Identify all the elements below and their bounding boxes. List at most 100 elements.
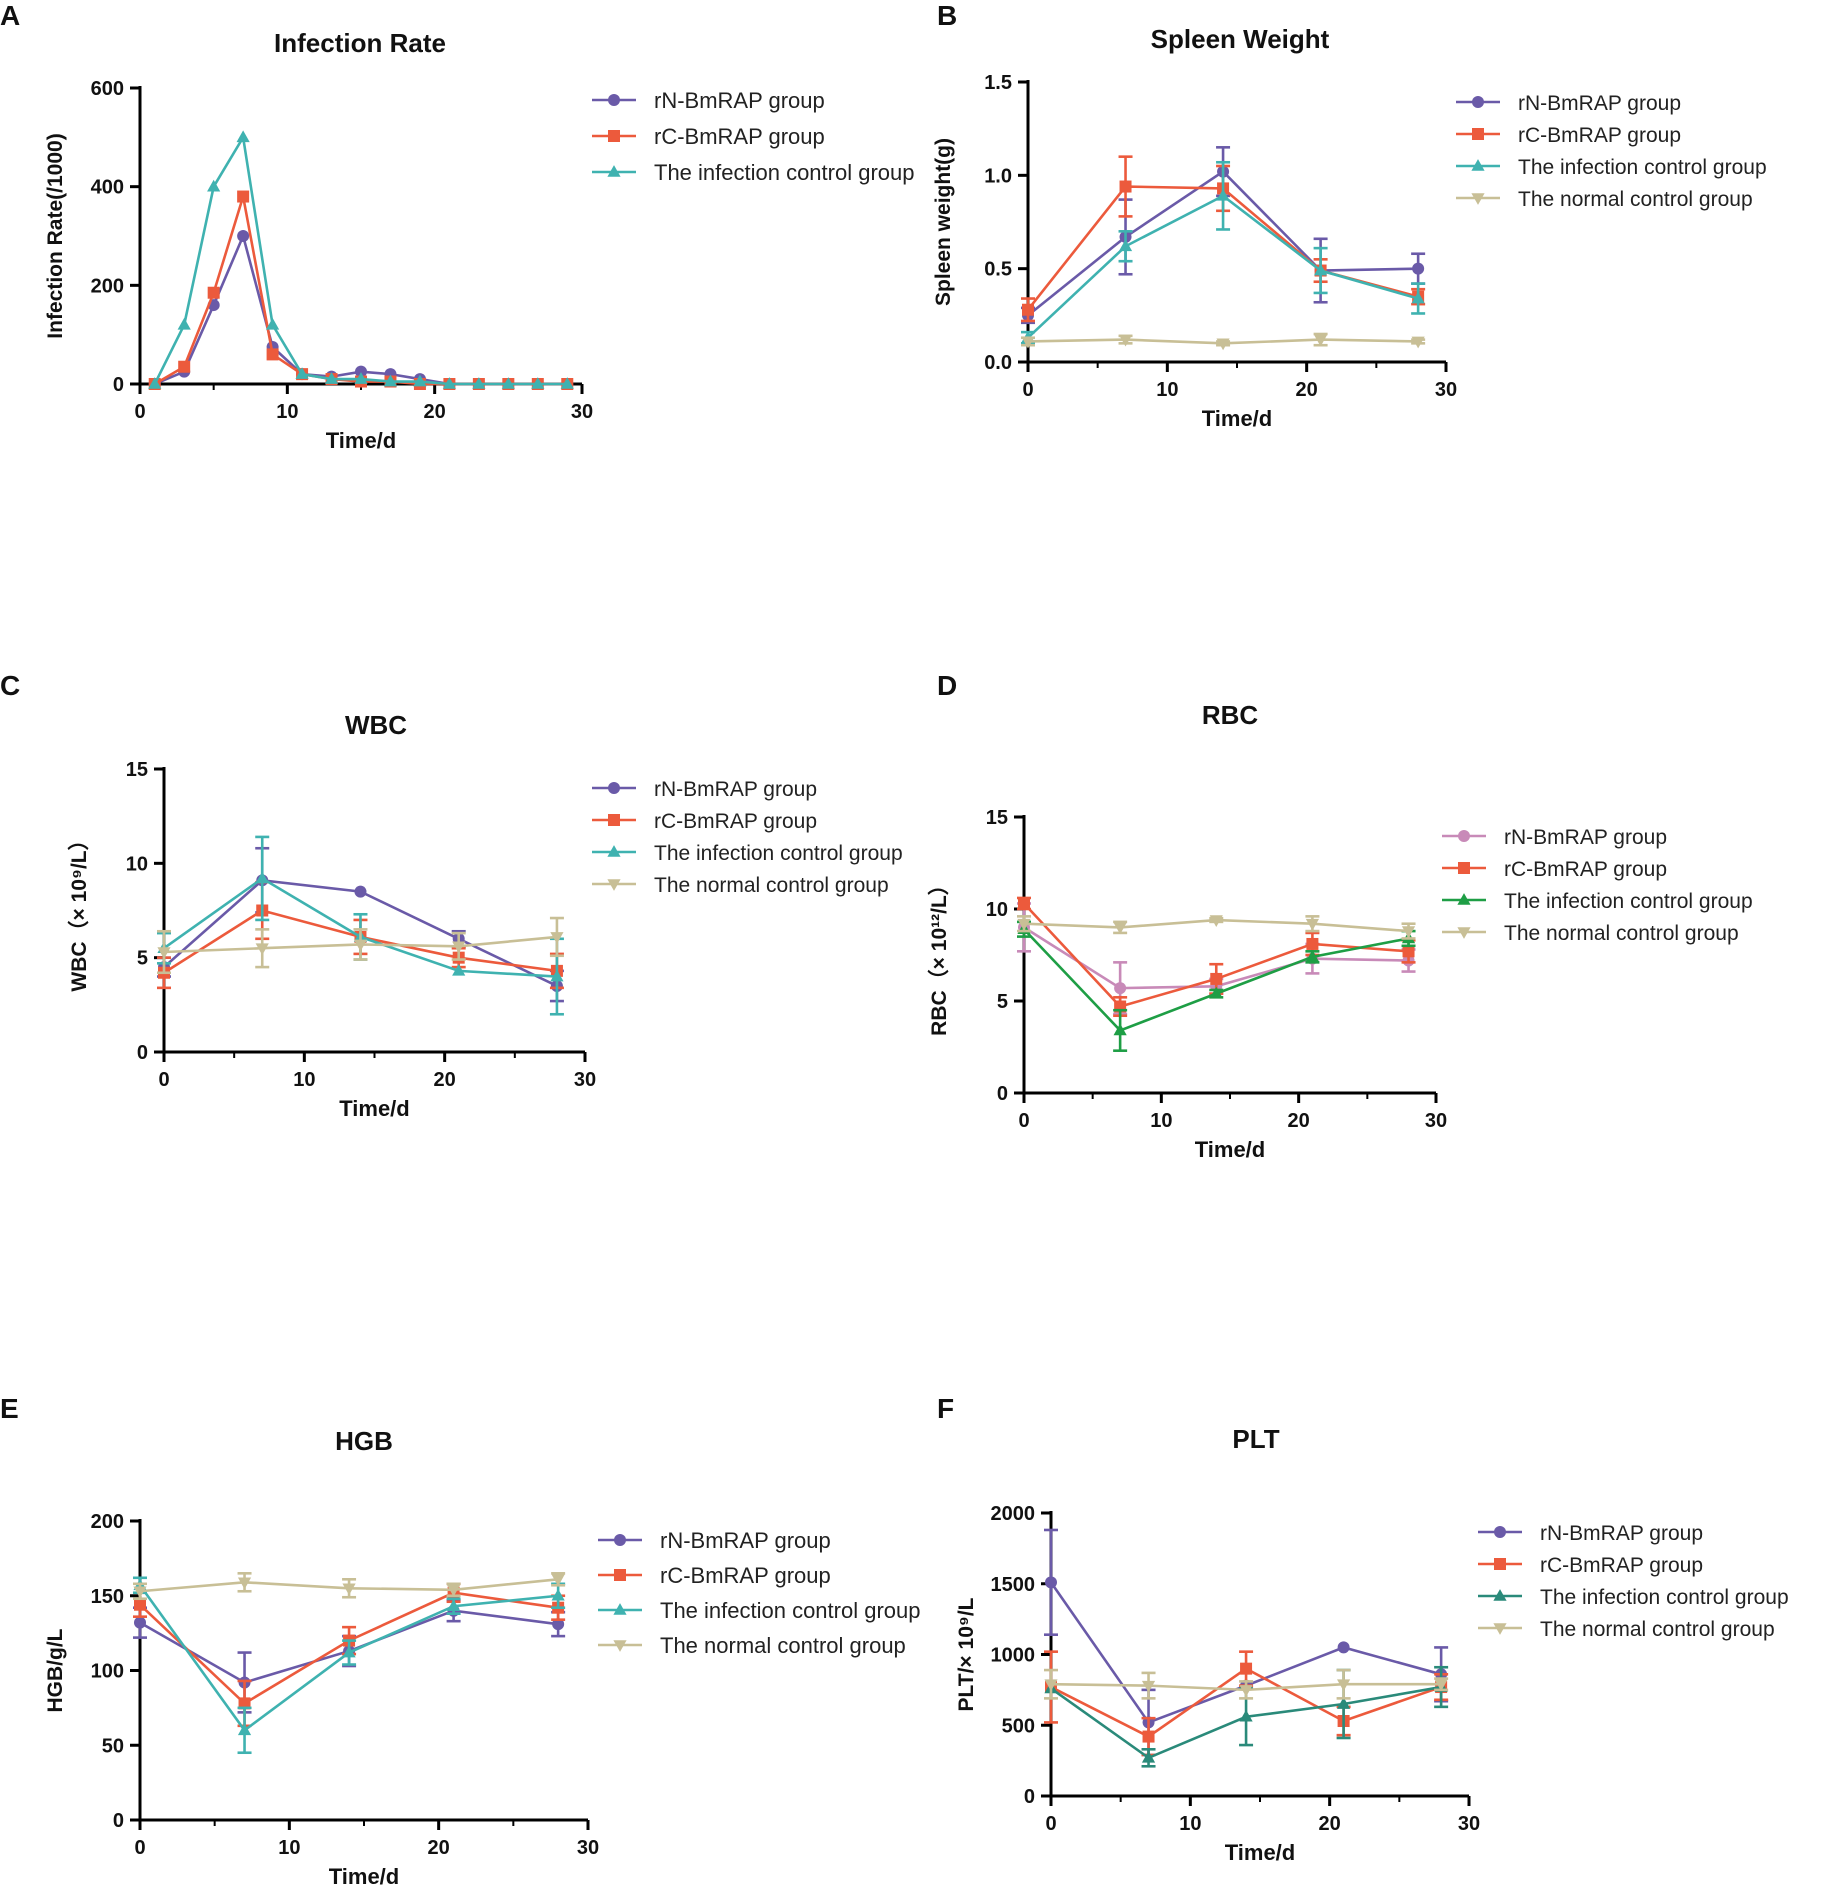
legend-label: The infection control group <box>654 160 915 185</box>
data-point <box>1305 918 1319 931</box>
x-tick-label: 0 <box>1018 1110 1029 1132</box>
legend-marker <box>1472 96 1484 108</box>
data-point <box>1240 1662 1253 1675</box>
legend-marker <box>1494 1526 1506 1538</box>
data-point <box>157 947 171 959</box>
legend-marker <box>613 1640 627 1652</box>
y-tick-label: 200 <box>91 1511 124 1533</box>
data-point <box>1306 937 1319 950</box>
legend-marker <box>614 1569 626 1581</box>
x-tick-label: 30 <box>1425 1110 1447 1132</box>
chart-panel-f: F PLT 0 10 20 30 0 500 1000 1500 2000 Time/d PLT/× 1… <box>937 1393 1789 1865</box>
y-tick-label: 100 <box>91 1661 124 1683</box>
legend-marker <box>1493 1623 1507 1635</box>
data-point <box>1113 922 1127 935</box>
y-axis-label: HGB/g/L <box>44 1628 67 1712</box>
legend-label: rN-BmRAP group <box>654 88 825 113</box>
x-axis-label: Time/d <box>1202 406 1273 431</box>
series-4 <box>1021 332 1426 351</box>
legend-label: rC-BmRAP group <box>654 124 825 149</box>
data-point <box>324 372 339 384</box>
chart-title: Infection Rate <box>274 28 446 58</box>
series-4 <box>1017 915 1416 940</box>
chart-panel-c: C WBC 0 10 20 30 0 5 10 15 Time/d WBC（× 10⁹/L） rN-Bm… <box>0 670 903 1121</box>
chart-panel-d: D RBC 0 10 20 30 0 5 10 15 Time/d RBC（× 10¹²/L） rN-B… <box>927 670 1753 1162</box>
x-tick-label: 20 <box>428 1837 450 1859</box>
legend-marker <box>1472 128 1484 140</box>
data-point <box>1401 926 1416 938</box>
data-point <box>1239 1685 1253 1697</box>
data-point <box>1021 336 1035 349</box>
legend-label: rC-BmRAP group <box>1518 124 1681 147</box>
legend-marker <box>608 814 620 826</box>
legend-marker <box>1457 927 1471 939</box>
x-axis-label: Time/d <box>1225 1840 1296 1865</box>
data-point <box>1022 303 1034 316</box>
legend-marker <box>607 165 621 177</box>
x-tick-label: 10 <box>1156 379 1178 401</box>
data-point <box>342 1645 356 1658</box>
data-point <box>531 377 545 389</box>
legend-label: rN-BmRAP group <box>654 778 817 801</box>
legend-label: The infection control group <box>654 842 903 865</box>
legend-marker <box>607 845 621 857</box>
legend-label: The infection control group <box>1540 1586 1789 1609</box>
y-tick-label: 10 <box>986 899 1008 921</box>
data-point <box>472 377 486 389</box>
panel-letter: D <box>937 670 957 701</box>
legend-marker <box>607 879 621 891</box>
data-point <box>383 374 398 387</box>
x-tick-label: 10 <box>1150 1110 1172 1132</box>
series-3 <box>148 130 574 389</box>
data-point <box>1411 291 1425 304</box>
data-point <box>1118 334 1133 347</box>
y-axis-label: Infection Rate(/1000) <box>44 133 67 338</box>
y-tick-label: 150 <box>91 1586 124 1608</box>
legend-label: The infection control group <box>660 1598 921 1623</box>
data-point <box>178 360 191 373</box>
y-tick-label: 200 <box>91 275 124 297</box>
data-point <box>552 1618 565 1631</box>
x-axis-label: Time/d <box>339 1096 410 1121</box>
legend-label: The normal control group <box>1540 1618 1775 1641</box>
legend-label: rC-BmRAP group <box>1504 858 1667 881</box>
series-4 <box>1044 1668 1449 1700</box>
chart-title: PLT <box>1232 1424 1279 1454</box>
data-point <box>1209 986 1223 999</box>
data-point <box>237 1723 252 1736</box>
chart-title: Spleen Weight <box>1151 24 1330 54</box>
data-point <box>1411 336 1425 349</box>
data-point <box>1141 1680 1156 1693</box>
y-tick-label: 0 <box>113 1810 124 1832</box>
data-point <box>1337 1641 1350 1654</box>
data-point <box>353 939 368 952</box>
x-axis-label: Time/d <box>329 1864 400 1889</box>
y-tick-label: 1500 <box>991 1574 1036 1596</box>
x-tick-label: 0 <box>1045 1813 1056 1835</box>
data-point <box>266 317 280 330</box>
data-point <box>295 367 309 379</box>
y-tick-label: 0.5 <box>984 259 1012 281</box>
y-tick-label: 0 <box>113 374 124 396</box>
series-3 <box>1021 160 1426 345</box>
x-axis-label: Time/d <box>326 428 397 453</box>
chart-panel-b: B Spleen Weight 0 10 20 30 0.0 0.5 1.0 1.5 Time/d S… <box>932 0 1767 431</box>
chart-panel-e: E HGB 0 10 20 30 0 50 100 150 200 Time/d HGB/g/L rN-B… <box>0 1393 921 1889</box>
legend-marker <box>1471 193 1485 205</box>
legend-marker <box>608 130 620 142</box>
data-point <box>354 372 368 384</box>
y-tick-label: 500 <box>1002 1715 1035 1737</box>
data-point <box>560 377 574 389</box>
y-tick-label: 400 <box>91 177 124 199</box>
y-tick-label: 0 <box>1024 1786 1035 1808</box>
x-tick-label: 30 <box>1458 1813 1480 1835</box>
data-point <box>207 286 220 299</box>
data-point <box>447 1599 461 1612</box>
series-2 <box>1017 896 1416 1018</box>
data-point <box>238 1697 251 1710</box>
legend-marker <box>1458 862 1470 874</box>
y-axis-label: WBC（× 10⁹/L） <box>67 829 91 991</box>
data-point <box>236 130 250 143</box>
data-point <box>550 932 564 944</box>
data-point <box>1216 188 1230 201</box>
